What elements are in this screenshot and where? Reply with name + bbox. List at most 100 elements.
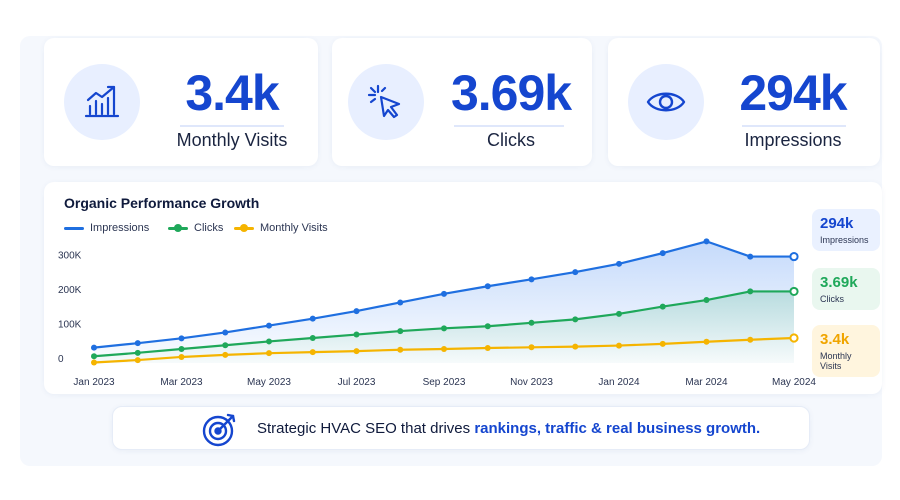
- x-tick-label: May 2023: [247, 377, 291, 388]
- data-point: [703, 297, 710, 304]
- kpi-card-impressions: 294k Impressions: [608, 38, 880, 166]
- x-tick-label: Jan 2024: [598, 377, 640, 388]
- data-point: [91, 344, 97, 351]
- data-point: [266, 350, 272, 357]
- data-point: [222, 342, 229, 349]
- data-point: [659, 250, 666, 257]
- growth-chart-icon: [64, 64, 140, 140]
- data-point: [528, 319, 535, 326]
- legend-item-impressions: Impressions: [64, 222, 149, 234]
- data-point: [266, 322, 272, 329]
- kpi-card-clicks: 3.69k Clicks: [332, 38, 592, 166]
- divider: [742, 125, 846, 127]
- kpi-label: Monthly Visits: [176, 130, 288, 150]
- data-point: [397, 346, 404, 353]
- data-point: [703, 238, 710, 245]
- kpi-label: Impressions: [744, 130, 842, 150]
- kpi-card-monthly-visits: 3.4k Monthly Visits: [44, 38, 318, 166]
- y-tick-label: 0: [58, 354, 64, 365]
- badge-clicks: 3.69k Clicks: [812, 268, 880, 310]
- kpi-value: 3.4k: [185, 65, 279, 121]
- data-point: [397, 299, 404, 306]
- badge-label: Impressions: [820, 235, 869, 245]
- kpi-value: 3.69k: [450, 65, 572, 121]
- data-point: [134, 357, 141, 364]
- data-point: [309, 315, 316, 322]
- divider: [454, 125, 564, 127]
- data-point: [528, 276, 535, 283]
- data-point: [747, 288, 754, 295]
- legend-item-monthly-visits: Monthly Visits: [234, 222, 328, 234]
- eye-icon: [628, 64, 704, 140]
- tagline-text-highlight: rankings, traffic & real business growth…: [474, 420, 761, 437]
- data-point: [484, 283, 491, 290]
- tagline-banner: Strategic HVAC SEO that drives rankings,…: [112, 406, 810, 450]
- y-tick-label: 200K: [58, 285, 82, 296]
- kpi-value: 294k: [739, 65, 847, 121]
- legend-label: Monthly Visits: [260, 222, 328, 234]
- data-point: [178, 335, 185, 342]
- legend-swatch: [64, 226, 84, 230]
- data-point: [616, 310, 622, 317]
- x-tick-label: Mar 2024: [685, 377, 728, 388]
- data-point: [484, 344, 491, 351]
- data-point: [616, 260, 622, 267]
- data-point: [397, 328, 404, 335]
- data-point: [747, 336, 754, 343]
- y-tick-label: 300K: [58, 251, 82, 262]
- tagline-text-plain: Strategic HVAC SEO that drives: [257, 420, 475, 437]
- data-point: [134, 340, 141, 347]
- data-point: [703, 338, 710, 345]
- data-point: [572, 269, 579, 276]
- data-point: [222, 329, 229, 336]
- chart-title: Organic Performance Growth: [64, 195, 260, 211]
- data-point: [484, 323, 491, 330]
- x-tick-label: Nov 2023: [510, 377, 553, 388]
- data-point: [789, 286, 799, 297]
- data-point: [441, 346, 447, 353]
- data-point: [572, 343, 579, 350]
- data-point: [134, 349, 141, 356]
- data-point: [91, 359, 97, 366]
- data-point: [528, 344, 535, 351]
- badge-value: 3.69k: [820, 274, 858, 291]
- data-point: [441, 325, 447, 332]
- data-point: [789, 251, 799, 262]
- data-point: [616, 342, 622, 349]
- x-tick-label: Jul 2023: [338, 377, 376, 388]
- y-tick-label: 100K: [58, 320, 82, 331]
- data-point: [178, 346, 185, 353]
- data-point: [309, 349, 316, 356]
- data-point: [353, 331, 360, 338]
- badge-label: Monthly Visits: [820, 351, 852, 371]
- data-point: [353, 308, 360, 315]
- tagline-text: Strategic HVAC SEO that drives rankings,…: [257, 420, 760, 437]
- legend-label: Clicks: [194, 222, 224, 234]
- legend-label: Impressions: [90, 222, 150, 234]
- legend-swatch: [234, 224, 254, 232]
- badge-value: 3.4k: [820, 331, 850, 348]
- legend-swatch: [168, 224, 188, 232]
- badge-impressions: 294k Impressions: [812, 209, 880, 251]
- x-tick-label: Jan 2023: [73, 377, 115, 388]
- data-point: [91, 353, 97, 360]
- kpi-label: Clicks: [487, 130, 535, 150]
- badge-monthly-visits: 3.4k Monthly Visits: [812, 325, 880, 377]
- data-point: [441, 290, 447, 297]
- data-point: [789, 333, 799, 343]
- cursor-click-icon: [348, 64, 424, 140]
- data-point: [309, 334, 316, 341]
- divider: [180, 125, 284, 127]
- data-point: [353, 348, 360, 355]
- data-point: [659, 303, 666, 310]
- data-point: [659, 340, 666, 347]
- legend-item-clicks: Clicks: [168, 222, 223, 234]
- x-tick-label: Mar 2023: [160, 377, 203, 388]
- badge-label: Clicks: [820, 294, 844, 304]
- data-point: [222, 351, 229, 358]
- target-icon: [201, 410, 239, 453]
- data-point: [266, 338, 272, 345]
- data-point: [747, 253, 754, 260]
- data-point: [178, 353, 185, 360]
- badge-value: 294k: [820, 215, 854, 232]
